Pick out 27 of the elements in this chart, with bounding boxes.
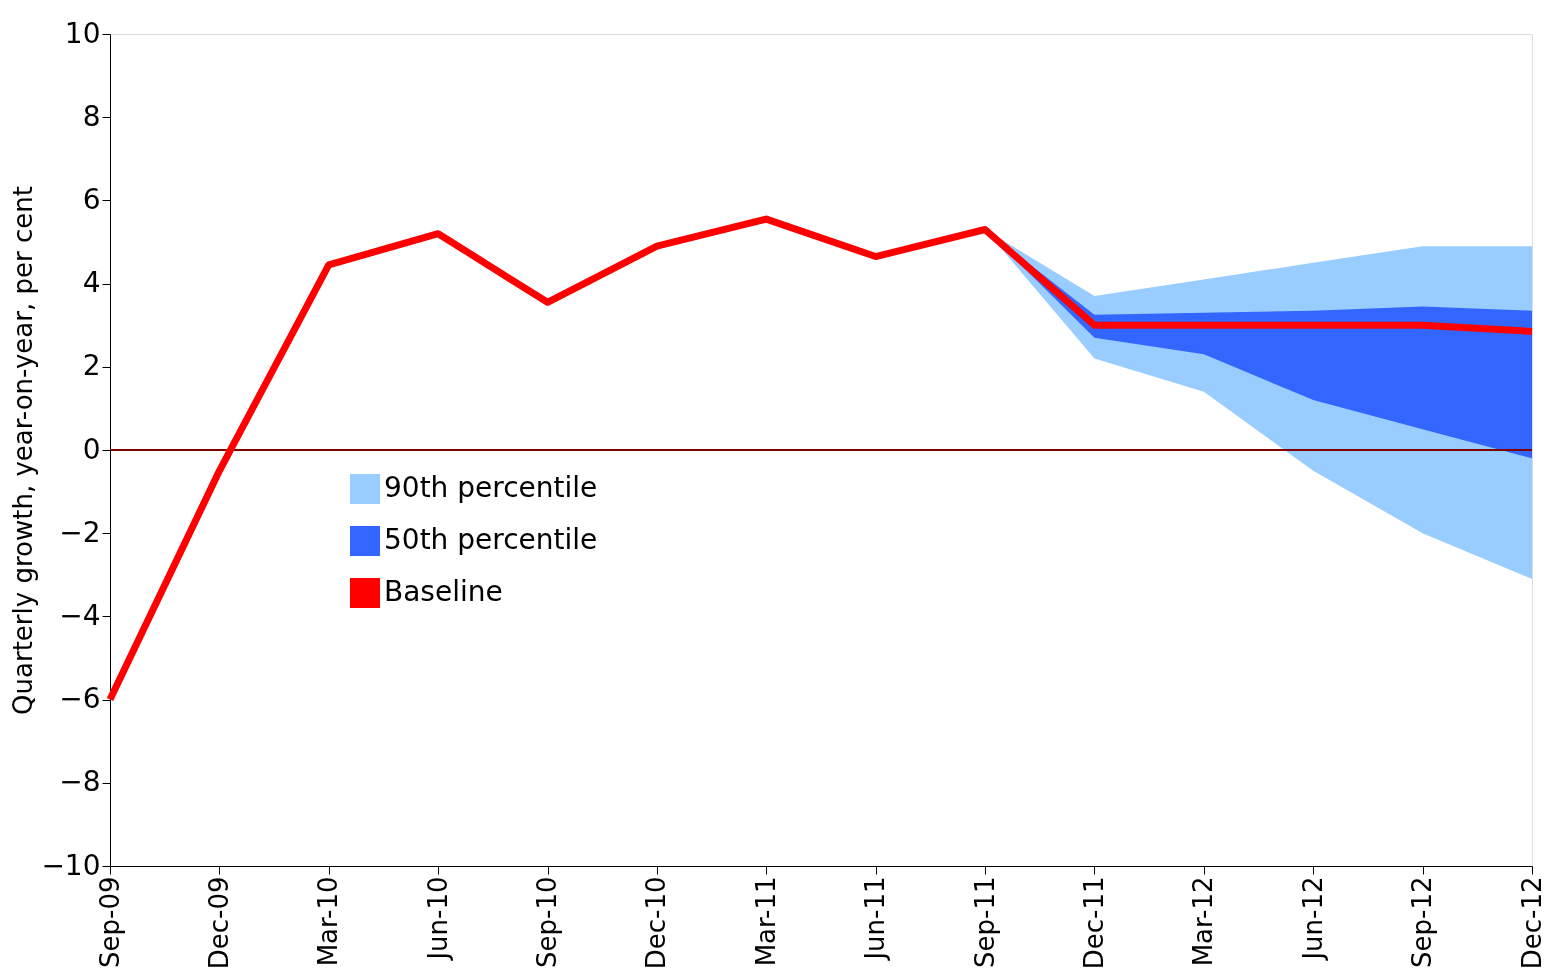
y-tick-label: −8 [59,765,101,799]
legend-label: 90th percentile [384,471,598,504]
x-tick-label: Jun-11 [860,876,891,962]
y-tick-label: 4 [82,266,101,300]
x-tick-label: Jun-10 [422,876,453,962]
x-tick-label: Mar-12 [1188,876,1219,967]
x-tick-label: Dec-09 [203,876,234,970]
y-tick-label: 8 [82,99,101,133]
y-tick-label: 2 [82,349,101,383]
legend-label: Baseline [384,575,503,608]
x-tick-label: Sep-10 [532,876,563,968]
y-axis-title: Quarterly growth, year-on-year, per cent [8,186,39,715]
y-tick-label: 0 [82,432,101,466]
x-tick-label: Dec-10 [641,876,672,970]
x-tick-label: Dec-12 [1516,876,1547,970]
x-tick-label: Sep-12 [1407,876,1438,968]
y-tick-label: −4 [59,598,101,632]
legend-label: 50th percentile [384,523,598,556]
y-tick-label: −2 [59,515,101,549]
x-tick-label: Mar-11 [750,876,781,967]
y-tick-label: 6 [82,182,101,216]
x-tick-label: Mar-10 [313,876,344,967]
y-tick-label: 10 [64,16,101,50]
y-tick-label: −6 [59,682,101,716]
x-tick-label: Dec-11 [1078,876,1109,970]
x-tick-label: Sep-11 [969,876,1000,968]
x-tick-label: Jun-12 [1297,876,1328,962]
